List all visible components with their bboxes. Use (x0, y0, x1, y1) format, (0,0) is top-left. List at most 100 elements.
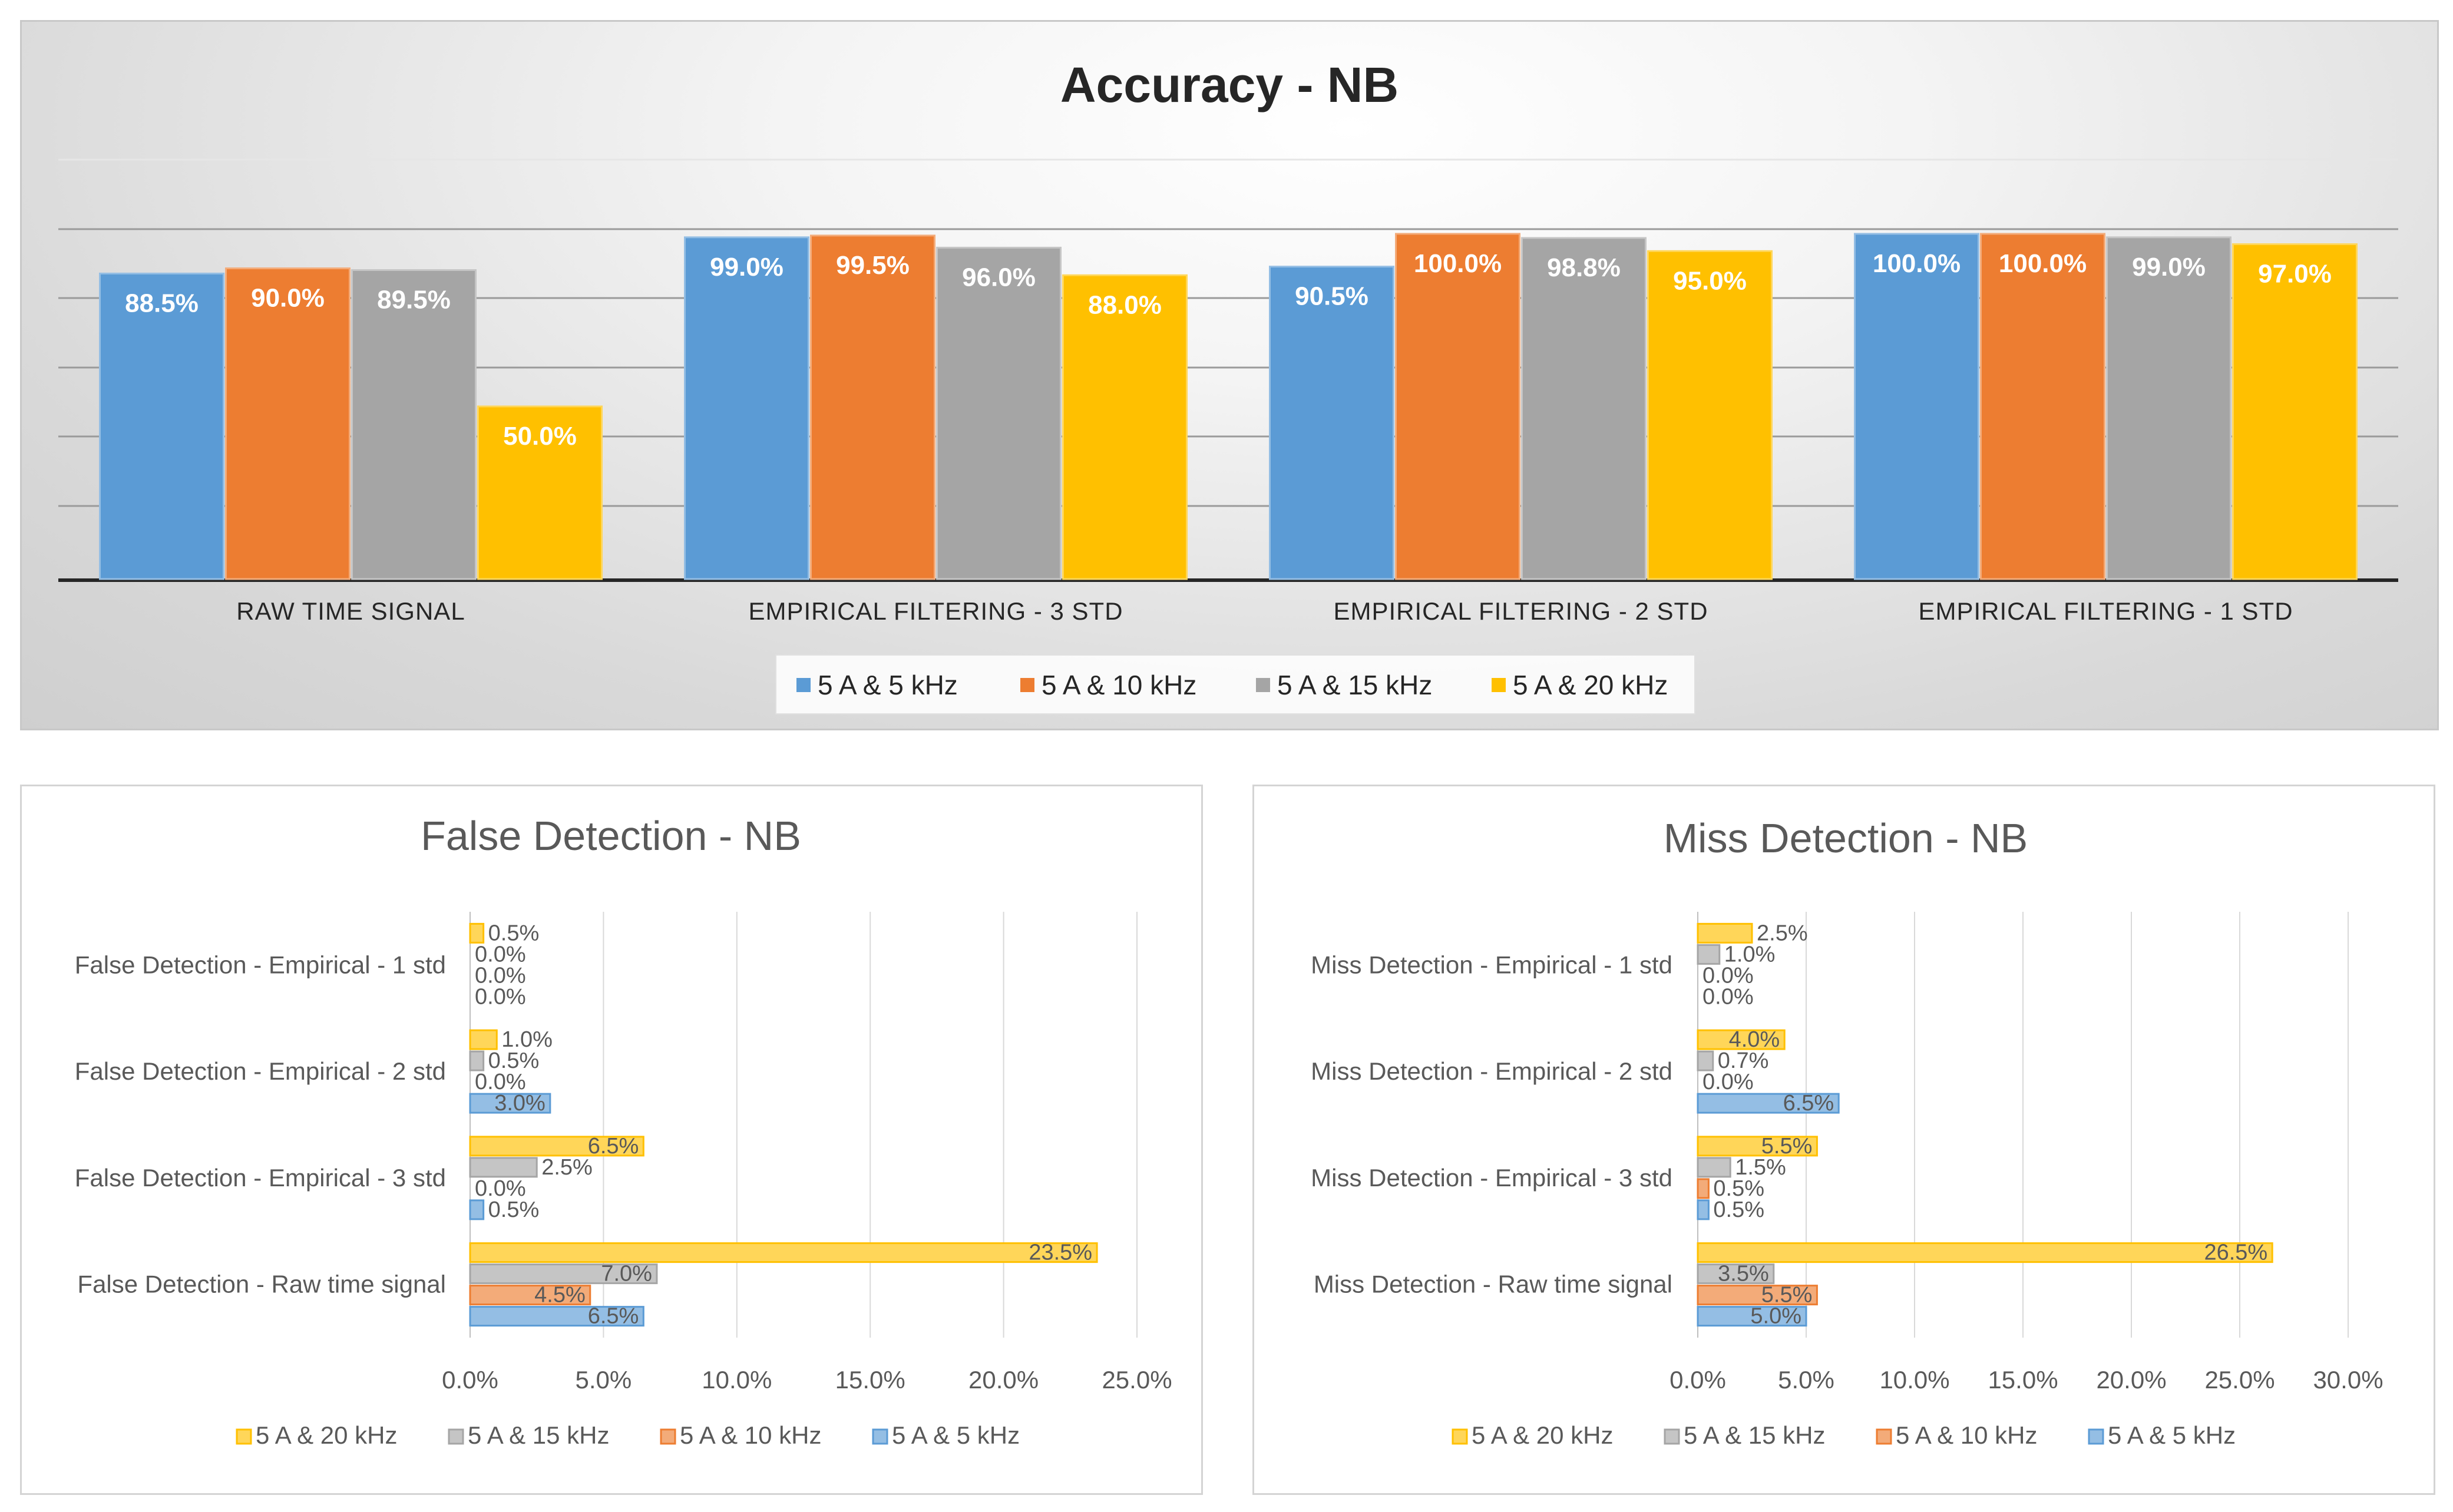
legend-box (775, 654, 1695, 714)
data-label: 5.5% (1761, 1134, 1813, 1159)
legend-swatch-5-a-10-khz (1876, 1428, 1892, 1445)
legend-label: 5 A & 10 kHz (680, 1421, 821, 1449)
data-label: 4.5% (534, 1283, 586, 1308)
legend-label: 5 A & 15 kHz (468, 1421, 609, 1449)
data-label: 88.5% (125, 289, 199, 317)
bar-5-a-15-khz (469, 1157, 538, 1178)
legend-label: 5 A & 5 kHz (892, 1421, 1020, 1449)
legend-swatch-5-a-5-khz (2088, 1428, 2104, 1445)
data-label: 0.0% (475, 942, 526, 967)
data-label: 7.0% (601, 1262, 652, 1286)
x-tick-label: 10.0% (1879, 1366, 1949, 1394)
x-tick-label: 25.0% (1102, 1366, 1172, 1394)
legend-label: 5 A & 20 kHz (1472, 1421, 1613, 1449)
data-label: 0.5% (488, 1048, 540, 1073)
category-label: EMPIRICAL FILTERING - 2 STD (1333, 597, 1708, 625)
bar-5-a-15-khz (2106, 236, 2231, 580)
data-label: 96.0% (962, 263, 1036, 292)
bar-5-a-20-khz (469, 1029, 498, 1050)
data-label: 4.0% (1729, 1027, 1780, 1052)
data-label: 0.7% (1718, 1048, 1769, 1073)
category-label: Miss Detection - Empirical - 3 std (1311, 1164, 1672, 1192)
bar-5-a-5-khz (469, 1306, 644, 1327)
bar-5-a-15-khz (469, 1050, 485, 1071)
bar-5-a-10-khz (1697, 1178, 1710, 1199)
bar-5-a-5-khz (1697, 1306, 1807, 1327)
legend-label: 5 A & 20 kHz (1513, 670, 1668, 700)
data-label: 26.5% (2204, 1240, 2267, 1265)
bar-5-a-10-khz (225, 267, 351, 580)
false-detection-chart: False Detection - NB 0.0% 5.0% 10.0% 15.0% 2… (75, 813, 1172, 1449)
legend-swatch-5-a-15-khz (1256, 678, 1270, 692)
data-label: 0.5% (1713, 1197, 1764, 1222)
bar-5-a-15-khz (936, 246, 1062, 580)
data-label: 1.5% (1735, 1155, 1786, 1180)
bar-5-a-20-khz (1697, 1136, 1818, 1157)
x-tick-label: 25.0% (2204, 1366, 2275, 1394)
data-label: 3.0% (494, 1091, 546, 1116)
category-label: False Detection - Empirical - 2 std (75, 1057, 446, 1085)
bar-5-a-15-khz (469, 1263, 658, 1285)
accuracy-category-labels: RAW TIME SIGNAL EMPIRICAL FILTERING - 3 S… (236, 597, 2292, 625)
category-label: False Detection - Empirical - 3 std (75, 1164, 446, 1192)
bar-5-a-5-khz (469, 1093, 551, 1114)
data-label: 5.0% (1750, 1304, 1801, 1329)
bar-5-a-15-khz (1697, 944, 1721, 965)
accuracy-chart-title: Accuracy - NB (1060, 57, 1399, 113)
data-label: 0.0% (1702, 1070, 1754, 1094)
miss-detection-chart-panel: Miss Detection - NB 0.0% 5.0% 10.0% 15.0% 20… (1252, 785, 2435, 1495)
bar-5-a-20-khz (2232, 243, 2358, 580)
bar-5-a-5-khz (1697, 1093, 1840, 1114)
bar-5-a-20-khz (1697, 922, 1753, 944)
data-label: 2.5% (541, 1155, 593, 1180)
x-tick-label: 15.0% (835, 1366, 905, 1394)
bar-5-a-5-khz (1697, 1199, 1710, 1220)
data-label: 1.0% (501, 1027, 553, 1052)
miss-detection-plot: 0.0% 5.0% 10.0% 15.0% 20.0% 25.0% 30.0% 26.5% 3.… (1311, 912, 2383, 1394)
bar-5-a-20-khz (469, 922, 485, 944)
data-label: 3.5% (1718, 1262, 1769, 1286)
legend-swatch-5-a-5-khz (796, 678, 811, 692)
data-label: 0.0% (475, 963, 526, 988)
bar-5-a-15-khz (1697, 1050, 1714, 1071)
bar-5-a-15-khz (1697, 1157, 1731, 1178)
x-tick-label: 5.0% (576, 1366, 632, 1394)
legend-label: 5 A & 10 kHz (1896, 1421, 2037, 1449)
bar-5-a-10-khz (469, 1285, 591, 1306)
bar-5-a-10-khz (1395, 233, 1520, 580)
data-label: 95.0% (1673, 266, 1747, 295)
bar-5-a-20-khz (1647, 250, 1773, 580)
data-label: 0.0% (475, 984, 526, 1009)
data-label: 0.0% (475, 1176, 526, 1201)
x-tick-label: 0.0% (1670, 1366, 1726, 1394)
bar-5-a-5-khz (1854, 233, 1979, 580)
legend-swatch-5-a-15-khz (1664, 1428, 1680, 1445)
data-label: 90.0% (251, 284, 325, 313)
data-label: 99.0% (710, 253, 783, 282)
data-label: 0.5% (488, 921, 540, 945)
data-label: 100.0% (1999, 249, 2087, 278)
bar-5-a-5-khz (99, 272, 224, 580)
bar-5-a-15-khz (1697, 1263, 1775, 1285)
category-label: RAW TIME SIGNAL (236, 597, 465, 625)
data-label: 0.5% (1713, 1176, 1764, 1201)
data-label: 99.0% (2132, 253, 2206, 282)
data-label: 88.0% (1088, 290, 1162, 319)
category-label: False Detection - Raw time signal (77, 1271, 446, 1298)
accuracy-bars: 88.5% 90.0% 89.5% 50.0% 99.0% 99.5% 96.0% 88.0%… (99, 233, 2358, 580)
x-tick-label: 5.0% (1778, 1366, 1834, 1394)
x-tick-label: 30.0% (2313, 1366, 2383, 1394)
bar-5-a-5-khz (684, 236, 809, 580)
legend-label: 5 A & 15 kHz (1277, 670, 1432, 700)
data-label: 6.5% (1783, 1091, 1834, 1116)
data-label: 99.5% (836, 251, 910, 280)
bar-5-a-20-khz (1697, 1242, 2273, 1263)
data-label: 100.0% (1414, 249, 1502, 278)
category-label: Miss Detection - Empirical - 1 std (1311, 951, 1672, 978)
data-label: 5.5% (1761, 1283, 1813, 1308)
legend-swatch-5-a-20-khz (1452, 1428, 1468, 1445)
accuracy-legend: 5 A & 5 kHz 5 A & 10 kHz 5 A & 15 kHz 5 A &… (775, 654, 1695, 714)
false-detection-chart-panel: False Detection - NB 0.0% 5.0% 10.0% 15.0% 2… (20, 785, 1203, 1495)
legend-label: 5 A & 15 kHz (1684, 1421, 1825, 1449)
bar-5-a-10-khz (810, 234, 935, 580)
